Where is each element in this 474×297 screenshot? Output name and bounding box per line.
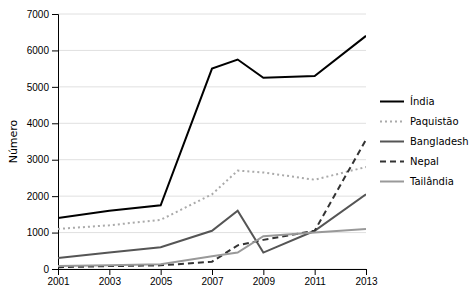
y-tick: 6000: [27, 45, 58, 56]
y-tick: 2000: [27, 191, 58, 202]
legend-item: Bangladesh: [380, 136, 469, 147]
tick-label: 2009: [253, 276, 276, 287]
grid-line: [58, 196, 366, 197]
legend-item: Paquistão: [380, 116, 459, 127]
tick-label: 2003: [99, 276, 122, 287]
legend-label: Índia: [410, 95, 435, 107]
plot: 2001 2003 2005 2007 2009 2011 2013 0 1000 2000 300…: [27, 9, 378, 287]
x-tick: 2011: [304, 269, 326, 287]
grid-line: [58, 123, 366, 124]
series-line: [58, 194, 366, 258]
grid-line: [58, 159, 366, 160]
legend-label: Tailândia: [409, 176, 454, 187]
tick-mark: [52, 50, 58, 51]
legend-swatch: [380, 101, 404, 103]
chart: 2001 2003 2005 2007 2009 2011 2013 0 1000 2000 300…: [0, 0, 474, 297]
grid: [58, 14, 366, 269]
y-tick: 4000: [27, 118, 58, 129]
tick-label: 3000: [27, 154, 50, 165]
tick-mark: [315, 269, 316, 275]
legend-item: Tailândia: [380, 176, 454, 187]
tick-label: 2007: [201, 276, 224, 287]
tick-mark: [52, 123, 58, 124]
tick-mark: [52, 87, 58, 88]
y-tick: 7000: [27, 9, 58, 20]
tick-mark: [263, 269, 264, 275]
legend: Índia Paquistão Bangladesh Nepal Tailândia: [380, 95, 469, 187]
tick-mark: [52, 160, 58, 161]
tick-label: 2011: [304, 276, 326, 287]
tick-label: 2013: [355, 276, 378, 287]
legend-label: Nepal: [410, 156, 439, 167]
tick-mark: [212, 269, 213, 275]
tick-label: 4000: [27, 118, 50, 129]
x-tick: 2001: [47, 269, 70, 287]
series-line: [58, 140, 366, 268]
tick-label: 1000: [27, 227, 50, 238]
tick-mark: [109, 269, 110, 275]
tick-label: 5000: [27, 82, 50, 93]
tick-label: 2000: [27, 191, 50, 202]
lines: [58, 36, 366, 267]
legend-item: Índia: [380, 95, 435, 107]
legend-label: Bangladesh: [410, 136, 469, 147]
tick-mark: [161, 269, 162, 275]
legend-swatch: [380, 121, 404, 123]
x-tick: 2013: [355, 269, 378, 287]
tick-mark: [52, 196, 58, 197]
grid-line: [58, 50, 366, 51]
tick-label: 2001: [47, 276, 70, 287]
legend-label: Paquistão: [410, 116, 459, 127]
series-line: [58, 229, 366, 266]
y-axis: 0 1000 2000 3000 4000 5000 6000 7000: [27, 9, 59, 275]
y-tick: 1000: [27, 227, 58, 238]
x-axis: 2001 2003 2005 2007 2009 2011 2013: [47, 269, 378, 287]
axis-line: [59, 270, 367, 276]
tick-label: 7000: [27, 9, 50, 20]
grid-line: [58, 86, 366, 87]
y-tick: 3000: [27, 154, 58, 165]
tick-mark: [52, 233, 58, 234]
legend-swatch: [380, 141, 404, 143]
tick-label: 0: [43, 264, 49, 275]
tick-label: 6000: [27, 45, 50, 56]
tick-mark: [52, 269, 58, 270]
tick-mark: [52, 14, 58, 15]
series-line: [58, 36, 366, 218]
legend-swatch: [380, 161, 404, 163]
x-tick: 2005: [150, 269, 173, 287]
y-axis-title: Número: [7, 119, 20, 163]
legend-swatch: [380, 181, 404, 183]
y-tick: 5000: [27, 82, 58, 93]
x-tick: 2009: [253, 269, 276, 287]
axis-line: [52, 15, 59, 270]
tick-label: 2005: [150, 276, 173, 287]
legend-item: Nepal: [380, 156, 439, 167]
x-tick: 2003: [99, 269, 122, 287]
y-tick: 0: [43, 264, 58, 275]
tick-mark: [366, 269, 367, 275]
x-tick: 2007: [201, 269, 224, 287]
grid-line: [58, 14, 366, 15]
